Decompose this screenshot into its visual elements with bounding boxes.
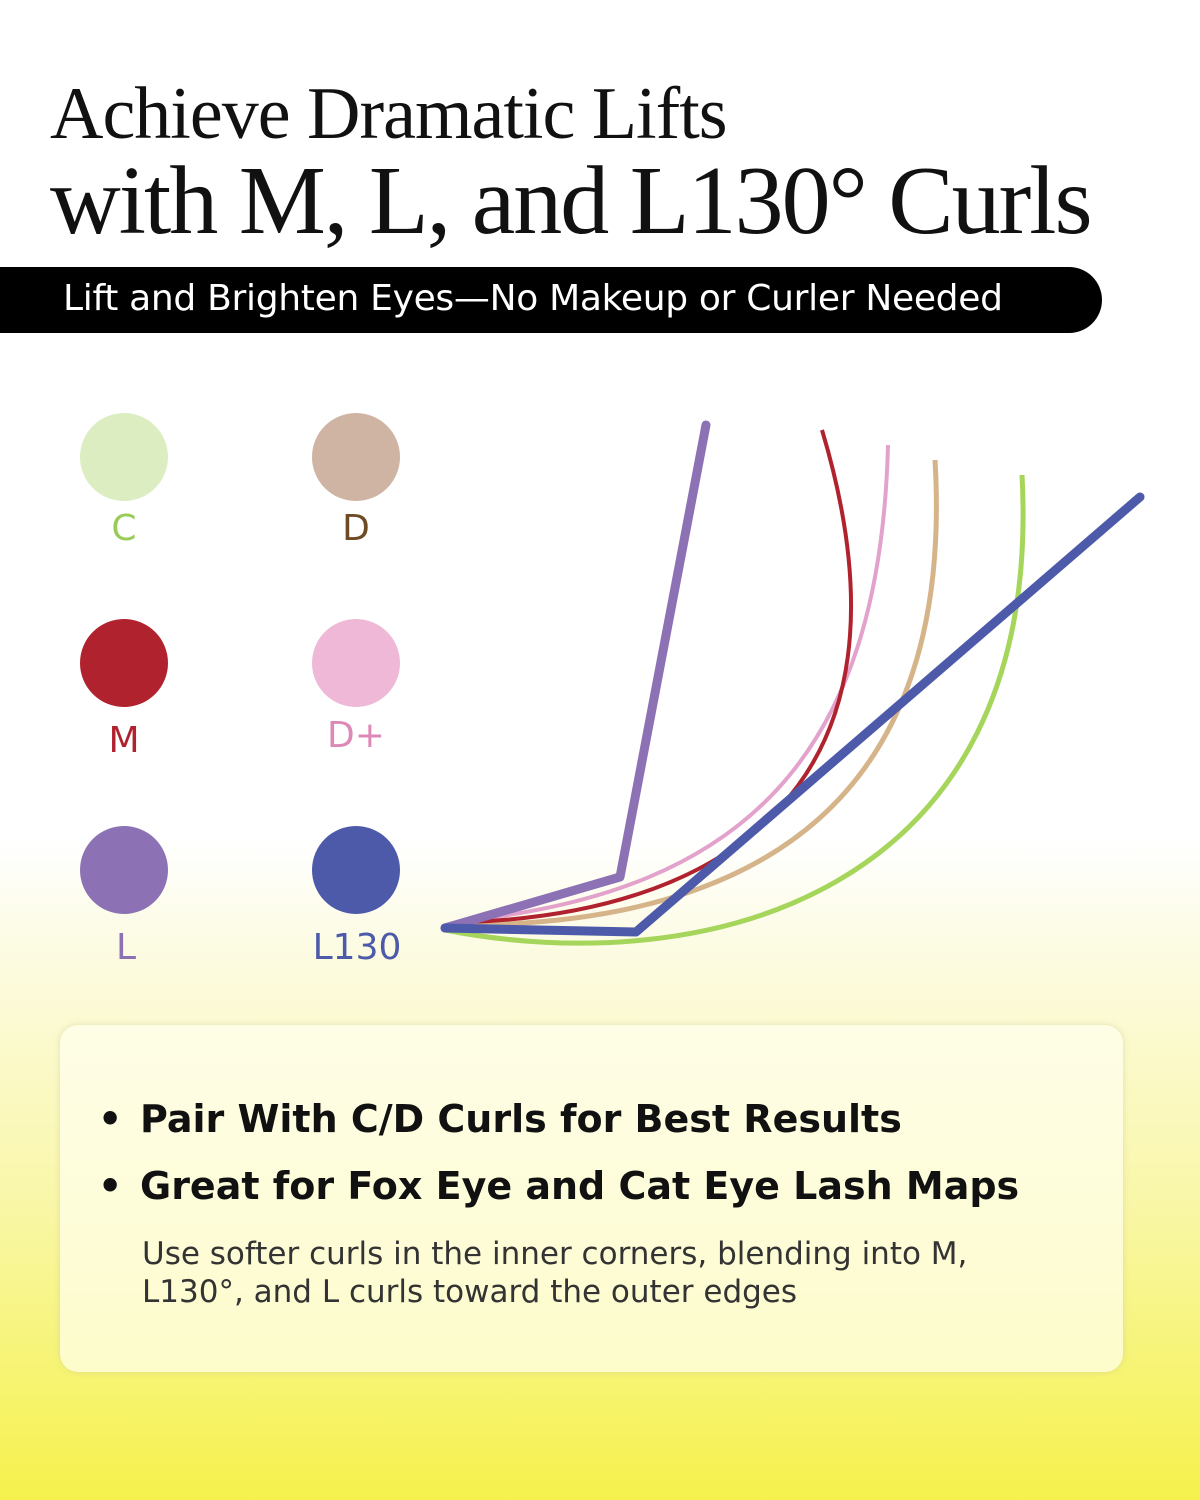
tip-text: Great for Fox Eye and Cat Eye Lash Maps — [140, 1164, 1020, 1208]
tip-text: Pair With C/D Curls for Best Results — [140, 1097, 902, 1141]
curl-label-m: M — [108, 720, 140, 761]
banner-text: Lift and Brighten Eyes—No Makeup or Curl… — [63, 278, 1003, 319]
curve-c — [444, 474, 1026, 946]
curve-l130 — [440, 492, 1145, 937]
curl-dot-l130 — [312, 826, 400, 914]
curl-dot-d — [312, 413, 400, 501]
curl-label-d-plus: D+ — [327, 715, 385, 756]
headline-line-2: with M, L, and L130° Curls — [50, 147, 1093, 255]
curl-label-c: C — [111, 508, 137, 549]
curl-dot-m — [80, 619, 168, 707]
headline-line-1: Achieve Dramatic Lifts — [50, 73, 728, 155]
curl-dot-l — [80, 826, 168, 914]
tip-note: Use softer curls in the inner corners, b… — [142, 1236, 968, 1310]
curl-label-l130: L130 — [312, 927, 402, 968]
curve-d — [469, 459, 939, 928]
tips-card: • Pair With C/D Curls for Best Results •… — [60, 1025, 1123, 1372]
curve-d-plus — [469, 444, 890, 922]
curl-label-d: D — [342, 508, 370, 549]
bullet-icon: • — [98, 1097, 123, 1141]
subtitle-banner: Lift and Brighten Eyes—No Makeup or Curl… — [0, 267, 1102, 333]
curl-label-l: L — [115, 927, 137, 968]
curl-dot-d-plus — [312, 619, 400, 707]
curl-dot-c — [80, 413, 168, 501]
curve-l — [440, 420, 711, 933]
bullet-icon: • — [98, 1164, 123, 1208]
